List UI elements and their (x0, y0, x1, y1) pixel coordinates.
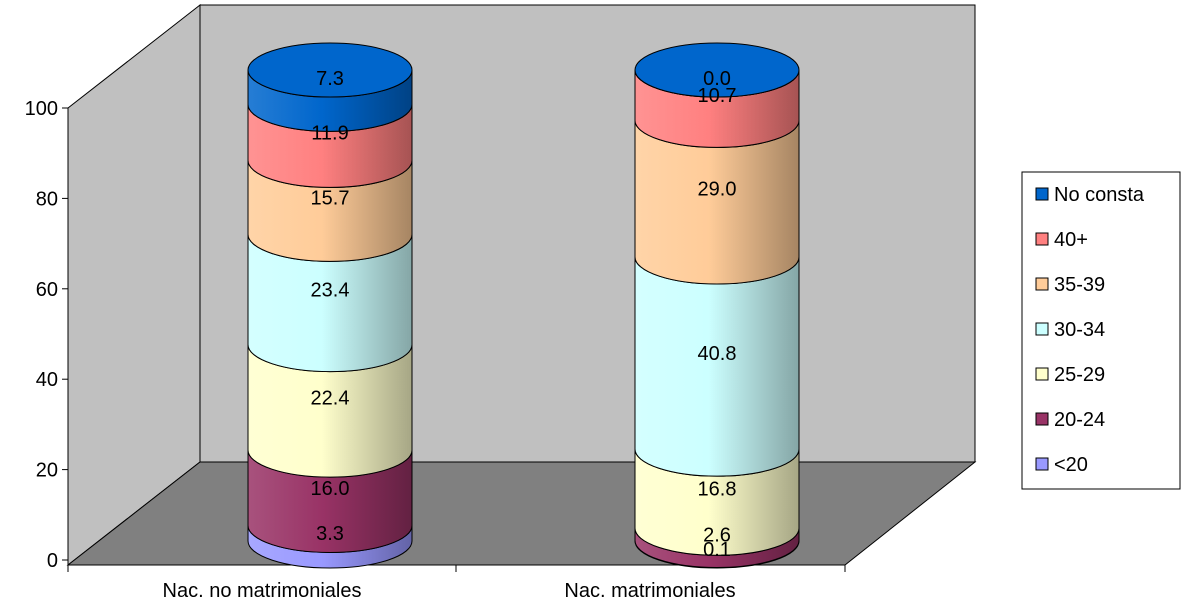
legend-item: <20 (1035, 454, 1088, 476)
bar-segment (634, 256, 800, 477)
data-label: 7.3 (316, 68, 344, 90)
chart-walls (66, 3, 977, 567)
y-tick-label: 100 (25, 98, 58, 120)
legend-swatch (1035, 187, 1049, 201)
y-tick-label: 40 (36, 369, 58, 391)
y-tick-label: 60 (36, 279, 58, 301)
legend-item: 25-29 (1035, 364, 1105, 386)
y-tick-label: 20 (36, 460, 58, 482)
legend-item: 30-34 (1035, 319, 1105, 341)
legend-label: 25-29 (1054, 364, 1105, 386)
legend-swatch (1035, 322, 1049, 336)
data-labels: 3.3 16.0 22.4 23.4 15.7 11.9 7.3 0.12.6 16.8 40.8… (311, 68, 737, 561)
legend-item: 35-39 (1035, 274, 1105, 296)
x-axis: Nac. no matrimoniales Nac. matrimoniales (67, 564, 846, 602)
y-tick-label: 0 (47, 550, 58, 572)
data-label: 15.7 (311, 187, 350, 209)
legend-label: No consta (1054, 184, 1145, 206)
legend-swatch (1035, 457, 1049, 471)
x-category-label: Nac. no matrimoniales (163, 580, 362, 602)
legend-label: 35-39 (1054, 274, 1105, 296)
legend-swatch (1035, 232, 1049, 246)
legend-item: No consta (1035, 184, 1145, 206)
legend-label: 20-24 (1054, 409, 1105, 431)
plot-area (247, 42, 800, 569)
data-label: 2.6 (703, 524, 731, 546)
cylinder-top-cap (247, 42, 413, 98)
legend-label: <20 (1054, 454, 1088, 476)
data-label: 0.0 (703, 68, 731, 90)
cylinder-stack (634, 42, 800, 569)
data-label: 16.8 (698, 479, 737, 501)
legend-label: 30-34 (1054, 319, 1105, 341)
legend: No consta 40+ 35-39 30-34 25-29 20-24 <20 (1021, 171, 1181, 490)
y-axis: 0 20 40 60 80 100 (25, 98, 69, 572)
legend-item: 40+ (1035, 229, 1088, 251)
data-label: 22.4 (311, 387, 350, 409)
data-label: 0.1 (703, 539, 731, 561)
data-label: 23.4 (311, 279, 350, 301)
data-label: 40.8 (698, 343, 737, 365)
data-label: 10.7 (698, 85, 737, 107)
legend-swatch (1035, 412, 1049, 426)
data-label: 29.0 (698, 179, 737, 201)
data-label: 3.3 (316, 523, 344, 545)
cylinder-stack (247, 42, 413, 569)
x-category-label: Nac. matrimoniales (564, 580, 735, 602)
data-label: 16.0 (311, 478, 350, 500)
legend-label: 40+ (1054, 229, 1088, 251)
data-label: 11.9 (311, 122, 348, 144)
floor (66, 461, 977, 566)
legend-swatch (1035, 367, 1049, 381)
cylinder-top-cap (634, 42, 800, 98)
y-tick-label: 80 (36, 188, 58, 210)
legend-item: 20-24 (1035, 409, 1105, 431)
legend-swatch (1035, 277, 1049, 291)
